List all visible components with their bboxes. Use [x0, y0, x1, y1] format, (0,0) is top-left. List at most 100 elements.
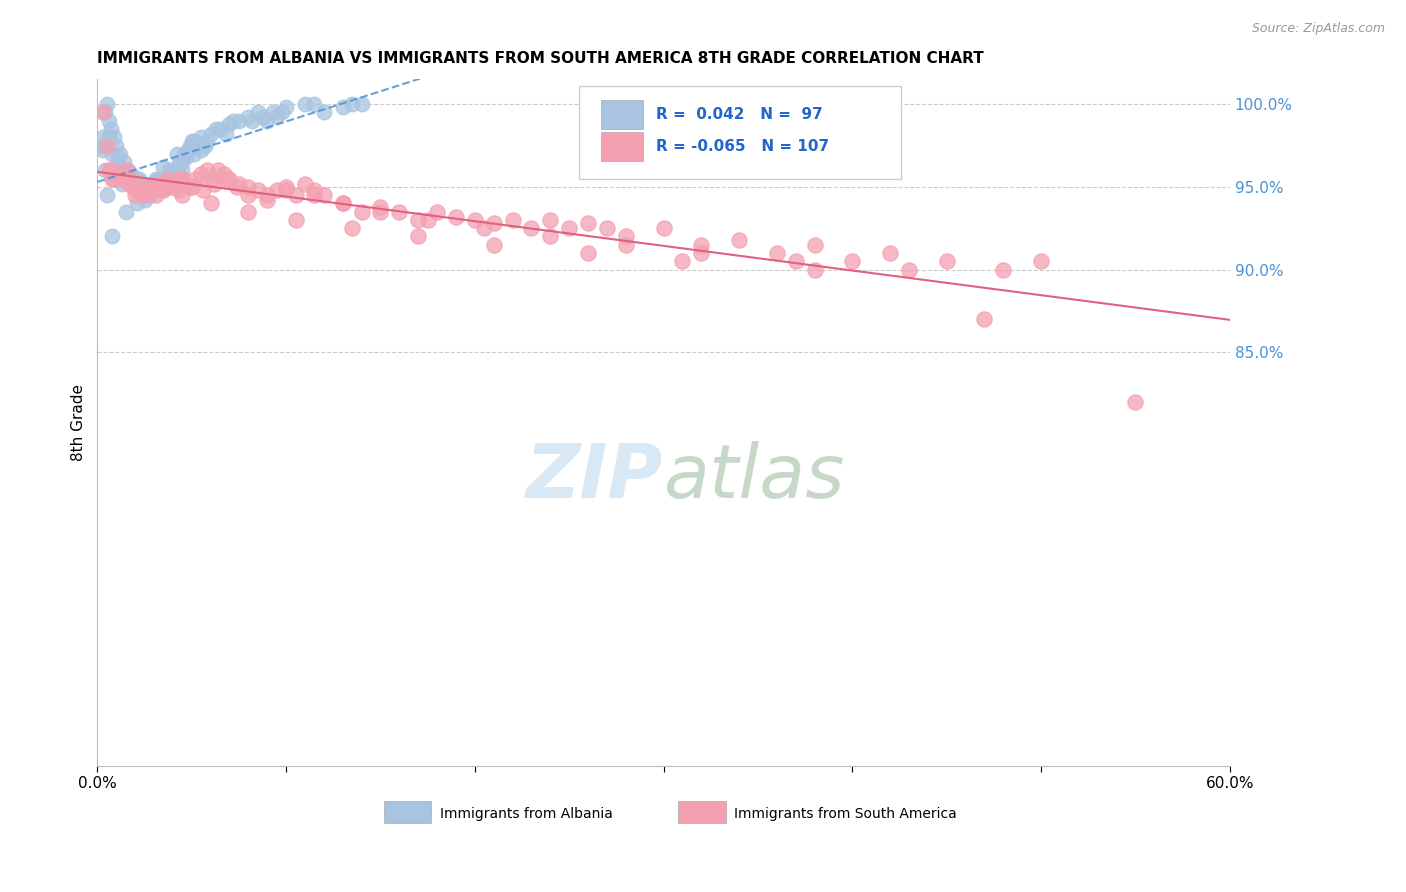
Point: [202, 177, 225, 191]
Point: [256, 113, 278, 128]
Point: [614, 237, 637, 252]
Point: [406, 213, 429, 227]
Point: [160, 179, 183, 194]
FancyBboxPatch shape: [579, 87, 901, 179]
Point: [1029, 254, 1052, 268]
Point: [156, 179, 179, 194]
Point: [444, 210, 467, 224]
Y-axis label: 8th Grade: 8th Grade: [72, 384, 86, 461]
Point: [240, 113, 263, 128]
Point: [671, 254, 693, 268]
Point: [262, 105, 284, 120]
Point: [105, 138, 128, 153]
Point: [135, 183, 157, 197]
Point: [218, 117, 240, 131]
Point: [163, 177, 186, 191]
Point: [124, 175, 146, 189]
Point: [226, 179, 249, 194]
Point: [97, 130, 120, 145]
Point: [146, 179, 169, 194]
Point: [146, 171, 169, 186]
Point: [179, 179, 201, 194]
Point: [101, 229, 124, 244]
Point: [155, 177, 177, 191]
Point: [304, 188, 326, 202]
Point: [538, 229, 561, 244]
Point: [690, 246, 713, 260]
Point: [112, 155, 135, 169]
Point: [728, 233, 751, 247]
Point: [167, 183, 190, 197]
Point: [118, 177, 141, 191]
Point: [370, 200, 392, 214]
Point: [166, 146, 188, 161]
Point: [152, 160, 174, 174]
Point: [200, 127, 222, 141]
Point: [141, 179, 163, 194]
Point: [208, 122, 231, 136]
Point: [156, 171, 179, 186]
Point: [101, 146, 124, 161]
Point: [184, 138, 207, 153]
Point: [101, 171, 124, 186]
Point: [340, 97, 363, 112]
Point: [690, 237, 713, 252]
Point: [128, 171, 150, 186]
Point: [406, 229, 429, 244]
Point: [576, 216, 599, 230]
Point: [803, 262, 825, 277]
Point: [125, 183, 148, 197]
Point: [294, 97, 316, 112]
Point: [332, 196, 354, 211]
Point: [201, 171, 224, 186]
Point: [91, 105, 114, 120]
Point: [134, 193, 156, 207]
Point: [124, 188, 146, 202]
Point: [266, 183, 288, 197]
Text: Immigrants from South America: Immigrants from South America: [734, 807, 956, 821]
Point: [195, 134, 218, 148]
Point: [146, 179, 169, 194]
Point: [200, 196, 222, 211]
Point: [114, 171, 136, 186]
Text: ZIP: ZIP: [526, 441, 664, 514]
Point: [482, 216, 505, 230]
Point: [271, 105, 294, 120]
Point: [312, 105, 335, 120]
Point: [172, 188, 194, 202]
Point: [134, 188, 156, 202]
Point: [785, 254, 807, 268]
Point: [173, 146, 195, 161]
Point: [114, 163, 136, 178]
Point: [125, 171, 148, 186]
Point: [100, 163, 122, 178]
Point: [502, 213, 524, 227]
Point: [90, 138, 112, 153]
Point: [120, 171, 142, 186]
Point: [304, 183, 326, 197]
Point: [935, 254, 957, 268]
Point: [973, 312, 995, 326]
Point: [100, 122, 122, 136]
Point: [252, 111, 274, 125]
Point: [312, 188, 335, 202]
Point: [897, 262, 920, 277]
Point: [464, 213, 486, 227]
Point: [520, 221, 543, 235]
Point: [143, 179, 166, 194]
Point: [152, 171, 174, 186]
Point: [120, 167, 142, 181]
Point: [993, 262, 1015, 277]
FancyBboxPatch shape: [678, 802, 725, 823]
Point: [107, 155, 129, 169]
Point: [125, 196, 148, 211]
Point: [162, 163, 184, 178]
Point: [191, 183, 214, 197]
Point: [426, 204, 449, 219]
Point: [350, 97, 373, 112]
Point: [215, 171, 238, 186]
Point: [228, 113, 250, 128]
Point: [180, 134, 202, 148]
Point: [172, 163, 194, 178]
Point: [190, 167, 212, 181]
